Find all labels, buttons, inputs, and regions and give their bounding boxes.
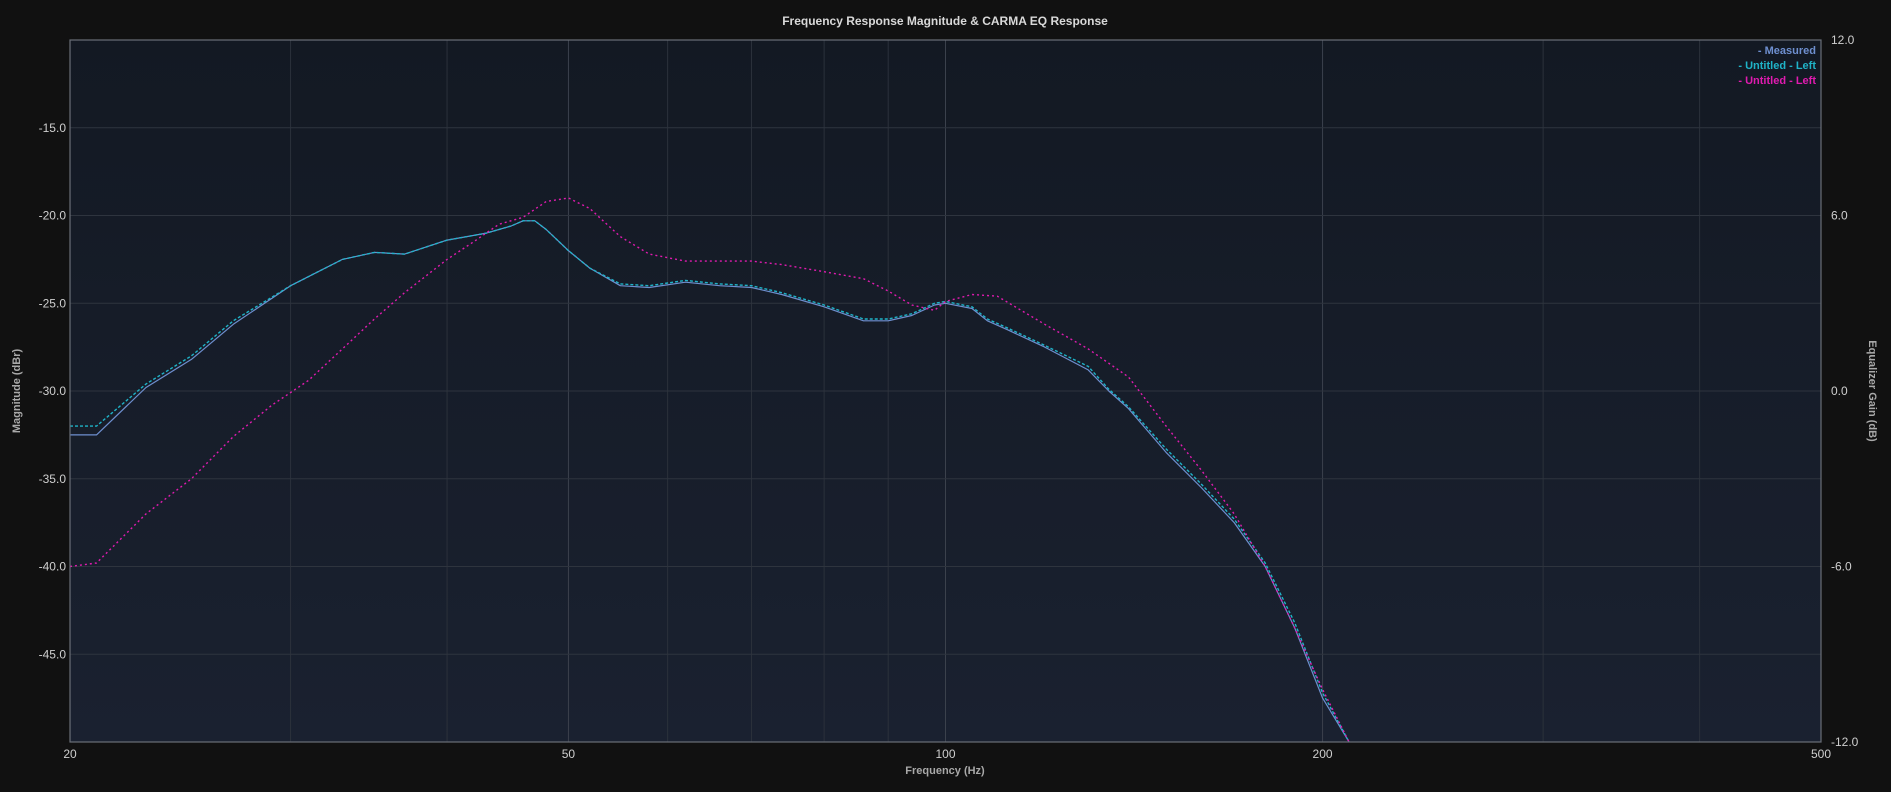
series-line-2 [70,220,1350,742]
y-tick-label: -15.0 [39,121,67,135]
y-tick-label: -25.0 [39,296,67,310]
legend-entry-2: - Untitled - Left [1738,60,1816,72]
y2-tick-label: -12.0 [1831,735,1859,749]
y2-tick-label: 12.0 [1831,33,1855,47]
x-tick-label: 100 [935,747,955,761]
y2-tick-label: 6.0 [1831,209,1848,223]
y-tick-label: -30.0 [39,384,67,398]
grid [70,40,1821,742]
y-tick-label: -35.0 [39,472,67,486]
x-axis-label: Frequency (Hz) [905,765,985,777]
legend-entry-3: - Untitled - Left [1738,75,1816,87]
y2-axis-label: Equalizer Gain (dB) [1866,340,1878,442]
series-layer [70,197,1350,742]
legend-entry-1: - Measured [1758,45,1816,57]
y-axis-label: Magnitude (dBr) [11,349,23,434]
legend: - Measured - Untitled - Left - Untitled - … [1738,45,1816,87]
plot-border [69,39,1822,743]
tick-labels: 20 50 100 200 500 -45.0 -40.0 -35.0 -30.0 -25.0 -2… [39,33,1859,761]
series-line-3 [70,197,1350,742]
x-tick-label: 20 [63,747,77,761]
x-tick-label: 500 [1811,747,1831,761]
x-tick-label: 50 [562,747,576,761]
y2-tick-label: 0.0 [1831,384,1848,398]
y-tick-label: -45.0 [39,647,67,661]
y-tick-label: -40.0 [39,560,67,574]
x-tick-label: 200 [1313,747,1333,761]
y2-tick-label: -6.0 [1831,560,1852,574]
chart-title: Frequency Response Magnitude & CARMA EQ … [782,14,1108,28]
y-tick-label: -20.0 [39,209,67,223]
